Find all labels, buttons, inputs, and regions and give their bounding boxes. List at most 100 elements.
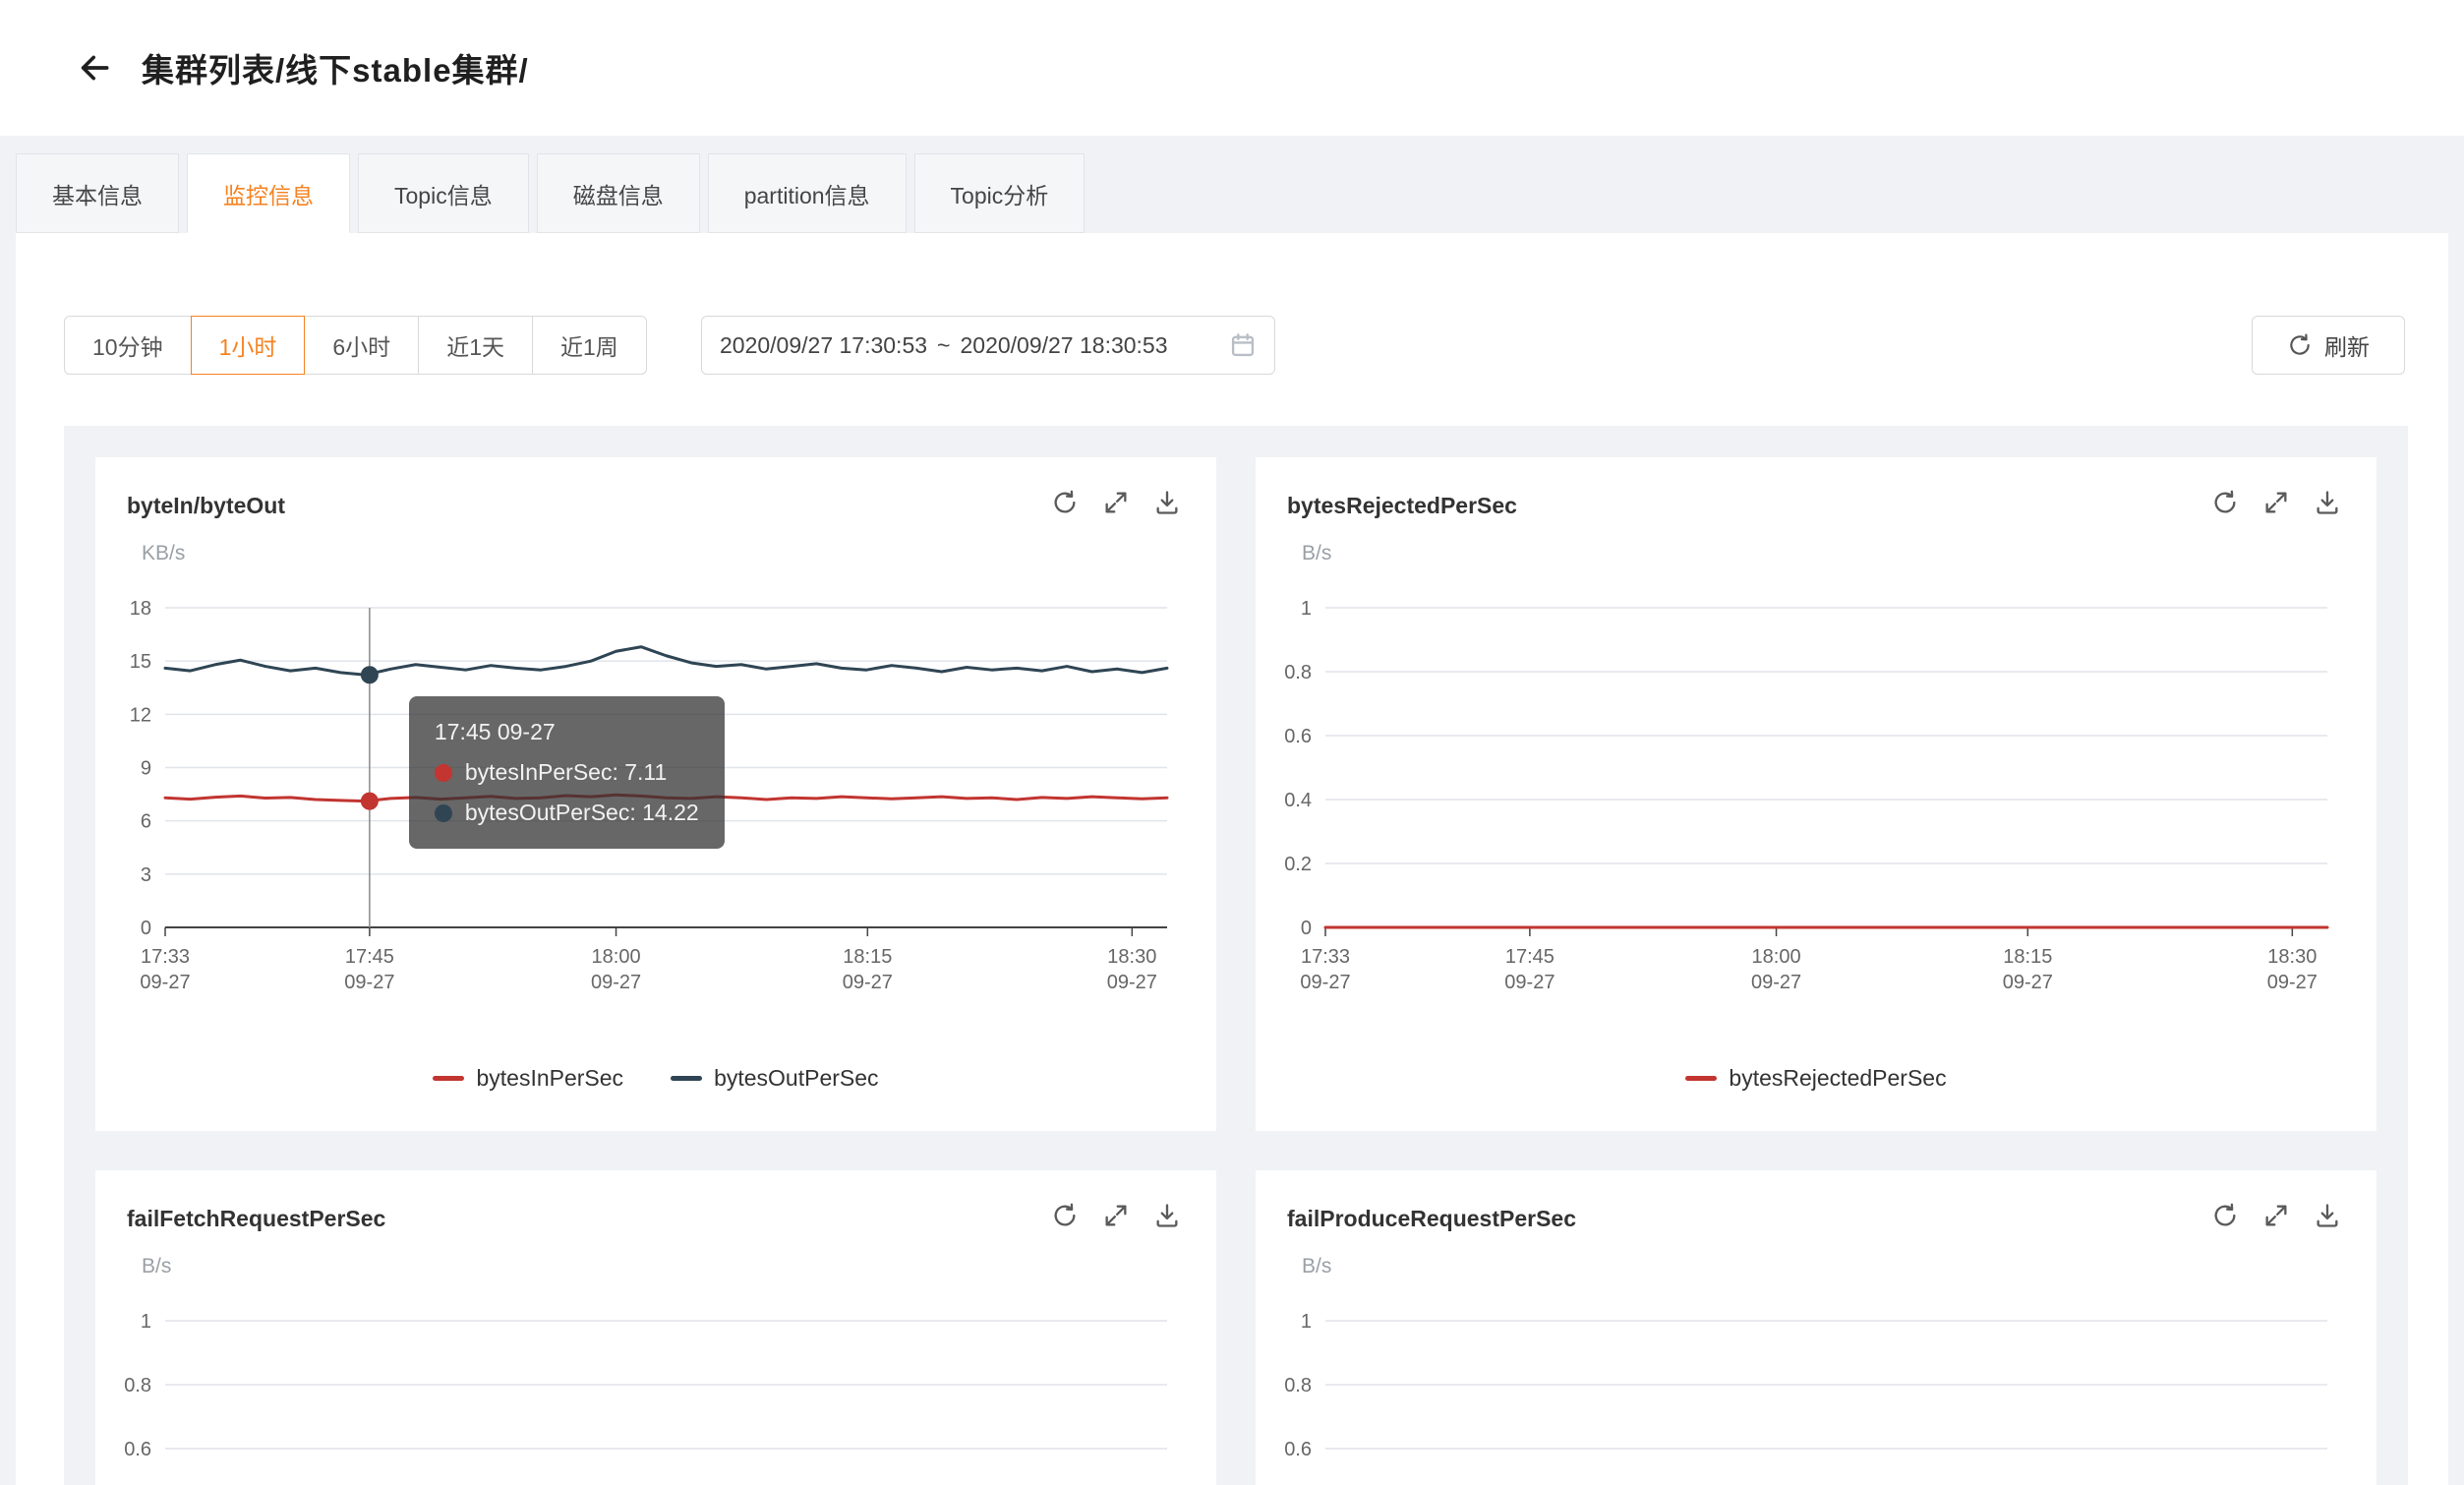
range-1day-button[interactable]: 近1天 (418, 316, 533, 375)
chart-download-icon[interactable] (2314, 489, 2341, 516)
legend-item[interactable]: bytesRejectedPerSec (1685, 1065, 1947, 1092)
range-1hour-button[interactable]: 1小时 (190, 316, 306, 375)
chart-fullscreen-icon[interactable] (1102, 1202, 1130, 1229)
svg-text:17:33: 17:33 (1301, 946, 1350, 968)
svg-text:0.8: 0.8 (1284, 662, 1312, 683)
svg-text:0.8: 0.8 (124, 1375, 151, 1396)
tooltip-title: 17:45 09-27 (434, 719, 556, 745)
tooltip-row: bytesInPerSec: 7.11 (434, 752, 699, 793)
time-range-group: 10分钟 1小时 6小时 近1天 近1周 (64, 316, 647, 375)
tab-label: Topic分析 (950, 182, 1049, 208)
refresh-label: 刷新 (2324, 334, 2370, 360)
chart-unit-label: KB/s (142, 542, 186, 564)
svg-text:18:30: 18:30 (1107, 946, 1156, 968)
svg-text:09-27: 09-27 (1504, 972, 1555, 993)
back-arrow-icon (76, 49, 113, 87)
chart-plot: 1 0.8 0.6 0.4 0.2 0 17:33 09-27 17:45 09-27 18:00 0… (1284, 598, 2329, 993)
svg-text:0: 0 (1301, 918, 1312, 939)
date-range-picker[interactable]: 2020/09/27 17:30:53 ~ 2020/09/27 18:30:5… (701, 316, 1275, 375)
chart-legend: bytesInPerSec bytesOutPerSec (95, 1065, 1216, 1092)
legend-label: bytesOutPerSec (714, 1065, 879, 1091)
svg-text:09-27: 09-27 (2003, 972, 2053, 993)
chart-refresh-icon[interactable] (1051, 489, 1079, 516)
tab-partition-info[interactable]: partition信息 (707, 153, 907, 233)
svg-text:0: 0 (141, 918, 151, 939)
back-button[interactable] (71, 44, 118, 91)
content-panel: 10分钟 1小时 6小时 近1天 近1周 2020/09/27 17:30:53… (16, 233, 2448, 1485)
tab-label: partition信息 (743, 182, 870, 208)
series-dot-navy (434, 803, 452, 822)
tab-bar: 基本信息 监控信息 Topic信息 磁盘信息 partition信息 Topic… (16, 153, 1085, 233)
svg-text:09-27: 09-27 (1107, 972, 1157, 993)
chart-card-bytein-byteout: byteIn/byteOut KB/s 18 15 12 9 6 3 0 17:33 09-27… (95, 457, 1216, 1131)
chart-download-icon[interactable] (1153, 489, 1181, 516)
series-dot-red (434, 763, 452, 782)
chart-fullscreen-icon[interactable] (2262, 1202, 2290, 1229)
tab-disk-info[interactable]: 磁盘信息 (536, 153, 700, 233)
tab-label: Topic信息 (394, 182, 493, 208)
chart-card-bytes-rejected: bytesRejectedPerSec B/s 1 0.8 0.6 0.4 0.2 0 17… (1256, 457, 2376, 1131)
legend-swatch (1685, 1076, 1718, 1081)
range-label: 近1周 (559, 334, 618, 360)
svg-text:18:15: 18:15 (2003, 946, 2052, 968)
chart-unit-label: B/s (1302, 542, 1332, 564)
chart-card-fail-produce: failProduceRequestPerSec B/s 10.80.60.40… (1256, 1170, 2376, 1485)
calendar-icon (1229, 331, 1257, 359)
chart-refresh-icon[interactable] (2211, 489, 2239, 516)
svg-text:0.6: 0.6 (1284, 1439, 1312, 1460)
tab-label: 磁盘信息 (572, 182, 664, 208)
legend-swatch (671, 1076, 703, 1081)
svg-text:12: 12 (130, 704, 151, 726)
chart-title: failFetchRequestPerSec (127, 1206, 386, 1231)
refresh-button[interactable]: 刷新 (2252, 316, 2405, 375)
svg-text:0.2: 0.2 (1284, 854, 1312, 875)
monitor-toolbar: 10分钟 1小时 6小时 近1天 近1周 2020/09/27 17:30:53… (64, 316, 2405, 375)
svg-text:1: 1 (1301, 598, 1312, 620)
chart-toolbox (2211, 1202, 2341, 1229)
range-6hour-button[interactable]: 6小时 (304, 316, 420, 375)
legend-item[interactable]: bytesOutPerSec (671, 1065, 879, 1092)
chart-unit-label: B/s (142, 1255, 172, 1277)
svg-text:09-27: 09-27 (1751, 972, 1801, 993)
chart-tooltip: 17:45 09-27 bytesInPerSec: 7.11 bytesOut… (408, 696, 725, 850)
chart-title: bytesRejectedPerSec (1287, 493, 1517, 518)
svg-text:09-27: 09-27 (843, 972, 893, 993)
range-10min-button[interactable]: 10分钟 (64, 316, 192, 375)
chart-unit-label: B/s (1302, 1255, 1332, 1277)
tooltip-row: bytesOutPerSec: 14.22 (434, 793, 699, 833)
chart-legend: bytesRejectedPerSec (1256, 1065, 2376, 1092)
page-header: 集群列表/线下stable集群/ (0, 0, 2464, 136)
chart-refresh-icon[interactable] (2211, 1202, 2239, 1229)
tab-topic-info[interactable]: Topic信息 (358, 153, 529, 233)
svg-text:09-27: 09-27 (344, 972, 394, 993)
range-label: 1小时 (218, 334, 277, 360)
chart-title: failProduceRequestPerSec (1287, 1206, 1577, 1231)
range-label: 10分钟 (92, 334, 163, 360)
tab-basic-info[interactable]: 基本信息 (16, 153, 179, 233)
legend-item[interactable]: bytesInPerSec (433, 1065, 623, 1092)
svg-text:17:45: 17:45 (345, 946, 394, 968)
chart-card-fail-fetch: failFetchRequestPerSec B/s 10.80.60.40.2… (95, 1170, 1216, 1485)
tab-monitor-info[interactable]: 监控信息 (187, 153, 350, 233)
tooltip-row-text: bytesInPerSec: 7.11 (464, 759, 668, 786)
svg-text:18: 18 (130, 598, 151, 620)
range-label: 6小时 (332, 334, 391, 360)
svg-text:17:33: 17:33 (141, 946, 190, 968)
svg-text:18:00: 18:00 (1752, 946, 1801, 968)
legend-swatch (433, 1076, 465, 1081)
chart-fullscreen-icon[interactable] (2262, 489, 2290, 516)
tab-topic-analysis[interactable]: Topic分析 (913, 153, 1085, 233)
chart-download-icon[interactable] (2314, 1202, 2341, 1229)
chart-fullscreen-icon[interactable] (1102, 489, 1130, 516)
svg-text:0.6: 0.6 (124, 1439, 151, 1460)
chart-refresh-icon[interactable] (1051, 1202, 1079, 1229)
date-range-end: 2020/09/27 18:30:53 (960, 331, 1168, 358)
svg-text:17:45: 17:45 (1505, 946, 1555, 968)
chart-download-icon[interactable] (1153, 1202, 1181, 1229)
svg-text:0.8: 0.8 (1284, 1375, 1312, 1396)
svg-text:09-27: 09-27 (2267, 972, 2317, 993)
svg-text:0.4: 0.4 (1284, 790, 1312, 811)
range-1week-button[interactable]: 近1周 (531, 316, 647, 375)
date-range-separator: ~ (937, 331, 951, 358)
legend-label: bytesRejectedPerSec (1729, 1065, 1947, 1091)
